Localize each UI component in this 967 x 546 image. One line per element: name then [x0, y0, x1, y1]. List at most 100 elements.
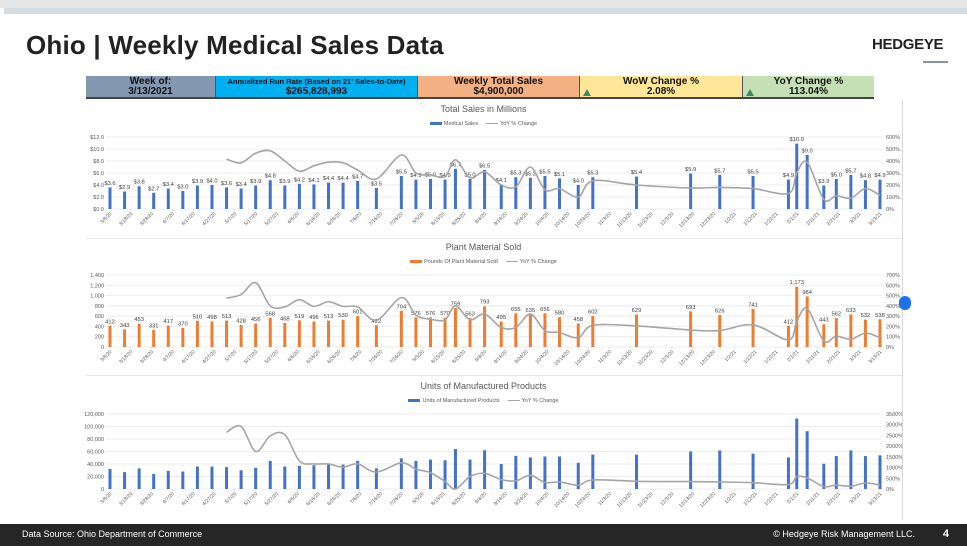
y-tick-label: 0: [101, 345, 104, 351]
x-tick-label: 5/7/20: [224, 491, 238, 505]
bar: [152, 192, 156, 209]
x-tick-label: 12/3/20: [659, 491, 675, 507]
bar: [822, 463, 826, 489]
bar: [108, 469, 112, 489]
y2-tick-label: 1000%: [886, 466, 903, 472]
bar: [635, 176, 639, 209]
data-label: $5.7: [845, 168, 856, 174]
bar: [591, 454, 595, 489]
bar: [822, 324, 826, 347]
x-tick-label: 9/24/20: [514, 491, 530, 507]
data-label: $5.1: [554, 172, 565, 178]
bar: [356, 316, 360, 347]
bar: [297, 465, 301, 489]
x-tick-label: 12/3/20: [659, 211, 675, 227]
bar: [108, 325, 112, 347]
data-label: 496: [309, 315, 319, 321]
y-tick-label: 20,000: [87, 475, 104, 481]
x-tick-label: 10/4/20: [534, 349, 550, 365]
x-tick-label: 8/25/20: [451, 211, 467, 227]
x-tick-label: 2/11/21: [805, 349, 821, 365]
bar: [356, 460, 360, 489]
x-tick-label: 9/14/20: [493, 349, 509, 365]
bar: [327, 182, 331, 209]
kpi-value: 3/13/2021: [128, 86, 173, 97]
y2-tick-label: 100%: [886, 195, 900, 201]
data-label: 629: [632, 308, 642, 314]
bar: [181, 191, 185, 209]
x-tick-label: 2/11/21: [805, 491, 821, 507]
y2-tick-label: 3500%: [886, 412, 903, 418]
x-tick-label: 4/27/20: [201, 211, 217, 227]
bar: [834, 318, 838, 347]
bar: [428, 179, 432, 209]
bar: [210, 185, 214, 209]
legend-swatch: [410, 260, 423, 264]
kpi-label: Annualized Run Rate (Based on 21' Sales-…: [227, 77, 406, 86]
x-tick-label: 3/18/20: [118, 349, 134, 365]
bar: [374, 188, 378, 209]
divider: [86, 375, 902, 376]
data-label: 370: [178, 321, 188, 327]
data-label: 510: [193, 314, 203, 320]
x-tick-label: 12/13/20: [678, 211, 696, 229]
bar: [822, 185, 826, 209]
bar: [499, 321, 503, 347]
legend-line: [507, 400, 520, 402]
x-tick-label: 7/6/20: [349, 349, 363, 363]
x-tick-label: 11/23/20: [637, 349, 655, 367]
y2-tick-label: 600%: [886, 283, 900, 289]
data-label: 530: [338, 313, 348, 319]
bar: [786, 179, 790, 209]
chart-legend: Medical Sales YoY % Change: [0, 121, 967, 127]
bar: [327, 464, 331, 489]
legend-line: [505, 261, 518, 263]
x-tick-label: 1/12/21: [743, 491, 759, 507]
bar: [834, 456, 838, 489]
bar: [514, 313, 518, 347]
y-tick-label: $10.0: [90, 147, 104, 153]
data-label: 428: [236, 318, 246, 324]
x-tick-label: 6/26/20: [326, 349, 342, 365]
x-tick-label: 9/4/20: [474, 349, 488, 363]
y-tick-label: $8.0: [93, 159, 104, 165]
bar: [181, 327, 185, 347]
bar: [878, 179, 882, 209]
x-tick-label: 4/27/20: [201, 491, 217, 507]
data-label: 562: [831, 312, 841, 318]
data-label: 568: [265, 311, 275, 317]
data-label: $4.0: [206, 179, 217, 185]
x-tick-label: 11/13/20: [616, 211, 634, 229]
kpi-label: Week of:: [129, 76, 172, 87]
x-tick-label: 2/21/21: [826, 491, 842, 507]
x-tick-label: 6/6/20: [287, 349, 301, 363]
data-label: 498: [207, 315, 217, 321]
y2-tick-label: 400%: [886, 304, 900, 310]
x-tick-label: 7/6/20: [349, 491, 363, 505]
x-tick-label: 9/4/20: [474, 491, 488, 505]
data-label: 412: [784, 319, 794, 325]
x-tick-label: 9/24/20: [514, 211, 530, 227]
x-tick-label: 8/25/20: [451, 349, 467, 365]
legend-swatch: [408, 399, 421, 403]
data-label: $6.5: [479, 164, 490, 170]
x-tick-label: 4/17/20: [181, 491, 197, 507]
y2-tick-label: 0%: [886, 345, 894, 351]
data-label: $4.8: [265, 174, 276, 180]
bar: [468, 459, 472, 489]
data-label: $3.4: [163, 182, 175, 188]
window-top-bar: [0, 0, 967, 8]
bar: [795, 418, 799, 489]
x-tick-label: 3/28/20: [139, 211, 155, 227]
data-label: $4.2: [294, 177, 305, 183]
x-tick-label: 6/16/20: [305, 211, 321, 227]
kpi-value: 2.08%: [646, 86, 676, 97]
bar: [210, 321, 214, 347]
data-label: $4.7: [352, 174, 363, 180]
x-tick-label: 3/3/21: [849, 491, 863, 505]
scroll-handle[interactable]: [899, 296, 911, 310]
bar: [239, 470, 243, 489]
legend-bar-label: Units of Manufactured Products: [422, 398, 500, 404]
bar: [499, 464, 503, 489]
data-label: 626: [715, 308, 725, 314]
